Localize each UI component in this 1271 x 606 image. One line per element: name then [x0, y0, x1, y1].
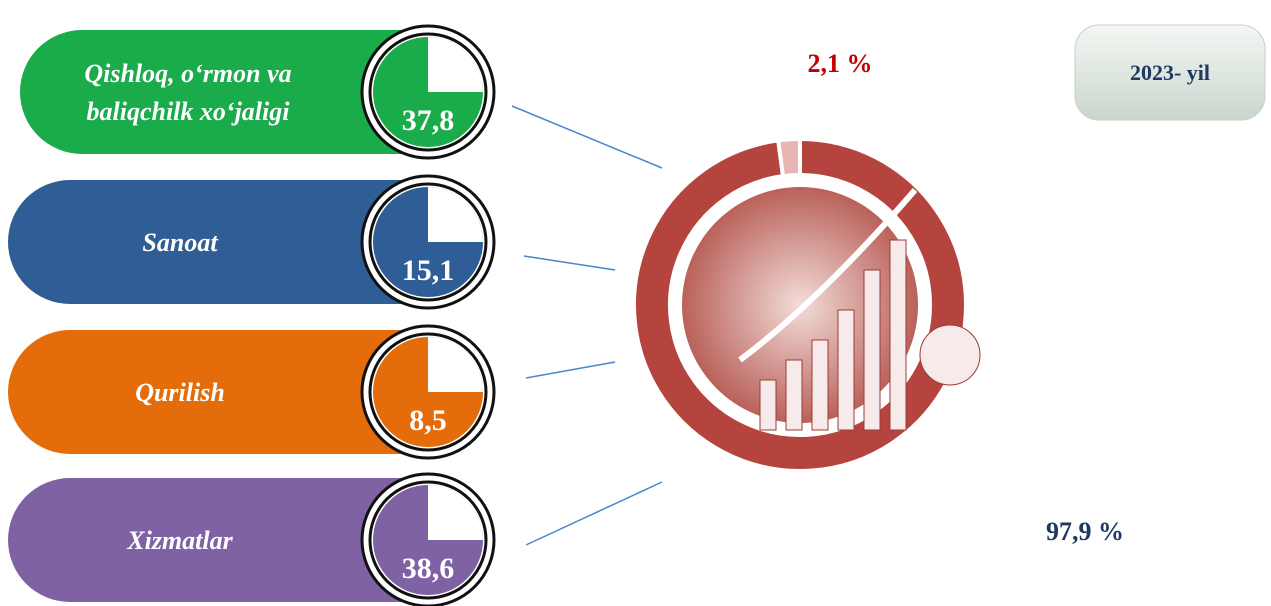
core-decoration	[738, 188, 981, 431]
sector-pill	[8, 180, 478, 304]
badge-wedge	[428, 485, 483, 540]
sector-value: 37,8	[402, 104, 455, 137]
sector-pill	[8, 478, 478, 602]
sector-value: 15,1	[402, 254, 455, 287]
badge-wedge	[428, 37, 483, 92]
sector-value: 38,6	[402, 552, 455, 585]
year-box	[1074, 24, 1266, 121]
connectors	[511, 105, 663, 546]
sector-pill	[8, 330, 478, 454]
donut-core	[682, 187, 918, 423]
sector-label: Xizmatlar	[126, 526, 233, 555]
badge-wedge	[428, 187, 483, 242]
sector-label: baliqchilk xo‘jaligi	[87, 97, 291, 126]
sector-value: 8,5	[409, 404, 447, 437]
donut-label: 97,9 %	[1046, 517, 1124, 546]
sector-label: Qishloq, o‘rmon va	[84, 59, 291, 88]
year-label: 2023- yil	[1130, 60, 1210, 85]
sector-label: Sanoat	[142, 228, 218, 257]
badge-wedge	[428, 337, 483, 392]
sector-label: Qurilish	[135, 378, 225, 407]
donut-label: 2,1 %	[808, 49, 873, 78]
